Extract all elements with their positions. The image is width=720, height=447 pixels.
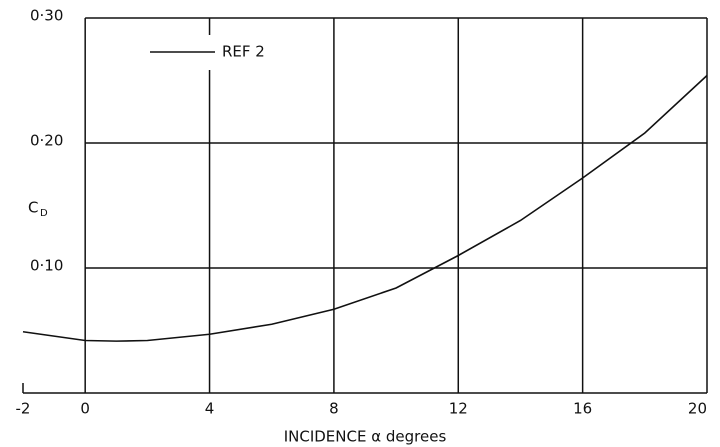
x-tick-label: 0 <box>80 400 90 418</box>
x-tick-label: 16 <box>573 400 592 418</box>
x-tick-label: 12 <box>449 400 468 418</box>
x-tick-label: 4 <box>205 400 215 418</box>
x-tick-label: 20 <box>688 400 707 418</box>
y-tick-label: 0·30 <box>30 7 63 25</box>
y-axis-label: C <box>28 199 38 217</box>
x-tick-label: 8 <box>329 400 339 418</box>
y-axis-label-sub: D <box>40 208 48 219</box>
x-axis-label: INCIDENCE α degrees <box>284 428 447 446</box>
y-tick-label: 0·10 <box>30 257 63 275</box>
x-tick-label: -2 <box>16 400 31 418</box>
y-tick-label: 0·20 <box>30 132 63 150</box>
data-line <box>22 74 708 342</box>
legend-label: REF 2 <box>222 43 265 61</box>
